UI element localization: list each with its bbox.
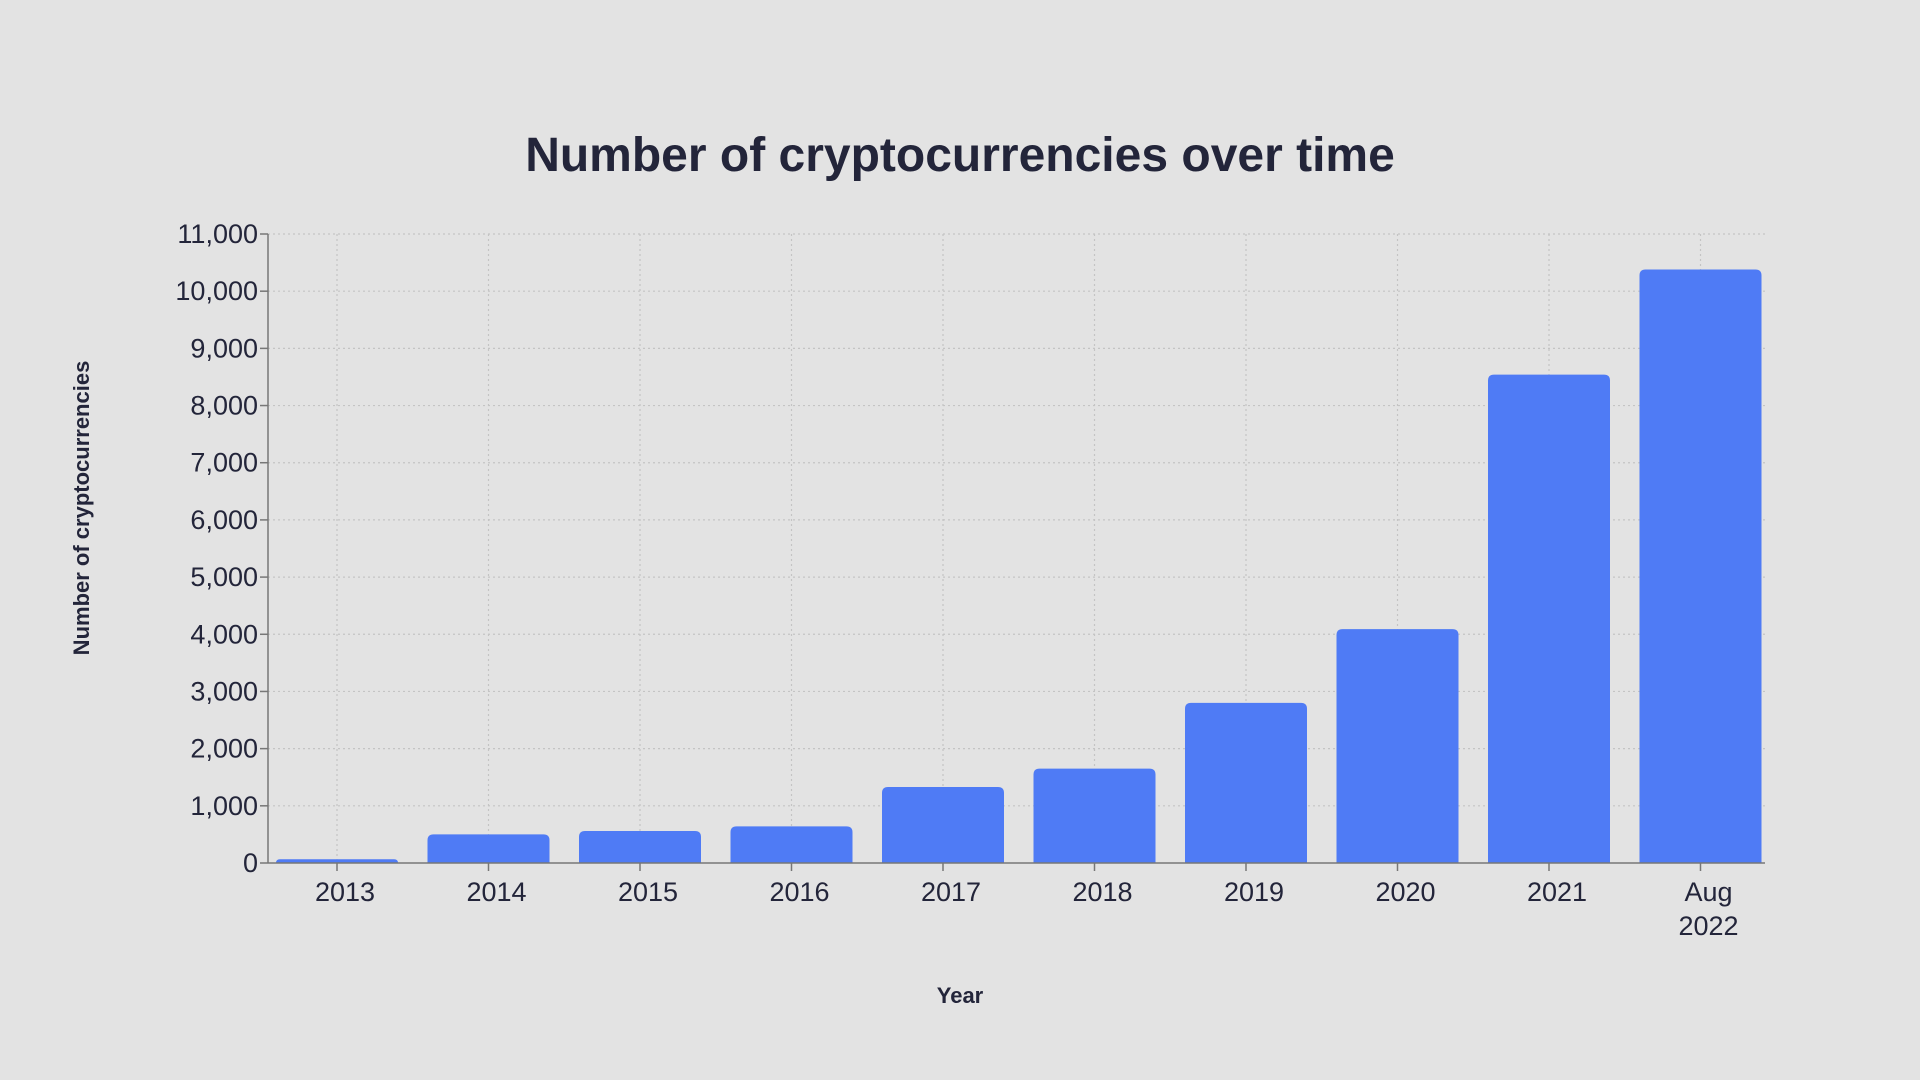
y-tick-label: 9,000 <box>190 333 258 363</box>
bar-2015 <box>579 830 701 863</box>
bar-aug-2022 <box>1639 269 1762 863</box>
bar-2016 <box>730 826 853 863</box>
bar-2021 <box>1488 374 1610 863</box>
chart-title: Number of cryptocurrencies over time <box>525 129 1395 182</box>
bar-2020 <box>1336 629 1459 863</box>
bar-2018 <box>1033 768 1156 863</box>
bar-2013 <box>276 859 398 863</box>
x-tick-label: 2014 <box>466 877 526 907</box>
x-axis-label: Year <box>936 983 984 1008</box>
x-tick-label: 2017 <box>921 877 981 907</box>
bar-2019 <box>1185 702 1307 863</box>
x-tick-label: 2018 <box>1072 877 1132 907</box>
bar-2017 <box>882 786 1004 863</box>
y-tick-label: 4,000 <box>190 619 258 649</box>
x-tick-label: 2019 <box>1224 877 1284 907</box>
x-tick-label: 2013 <box>315 877 375 907</box>
y-tick-label: 11,000 <box>177 219 258 249</box>
y-tick-label: 8,000 <box>190 391 258 421</box>
x-tick-label: 2016 <box>769 877 829 907</box>
y-tick-label: 10,000 <box>175 276 258 306</box>
x-tick-label: Aug 2022 <box>1678 877 1738 941</box>
x-tick-label: 2021 <box>1527 877 1587 907</box>
x-tick-label: 2015 <box>618 877 678 907</box>
y-tick-label: 2,000 <box>190 734 258 764</box>
x-tick-label: 2020 <box>1375 877 1435 907</box>
y-tick-label: 1,000 <box>190 791 258 821</box>
y-tick-label: 0 <box>243 848 258 878</box>
y-tick-label: 5,000 <box>190 562 258 592</box>
y-tick-label: 6,000 <box>190 505 258 535</box>
y-tick-label: 3,000 <box>190 676 258 706</box>
bar-2014 <box>427 834 550 863</box>
y-tick-label: 7,000 <box>190 448 258 478</box>
